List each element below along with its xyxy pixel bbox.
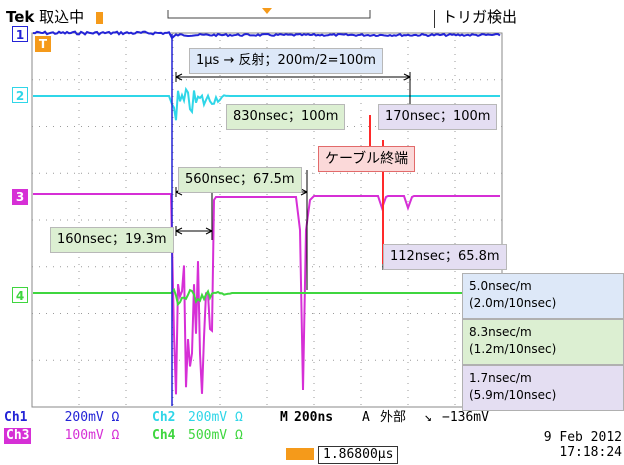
- time-readout: 17:18:24: [559, 445, 622, 460]
- trigger-status: トリガ検出: [442, 8, 518, 26]
- annotation-112nsec: 112nsec；65.8m: [383, 244, 507, 270]
- ch3-waveform: [33, 193, 500, 395]
- header-status: Tek 取込中: [6, 6, 84, 27]
- ch3-scale[interactable]: 100mV Ω: [64, 428, 120, 443]
- acquisition-status: 取込中: [39, 8, 85, 26]
- record-indicator-bracket: [167, 10, 371, 19]
- ch2-scale[interactable]: 200mV Ω: [188, 410, 243, 425]
- ch2-waveform: [33, 86, 500, 121]
- ch1-waveform: [32, 30, 501, 40]
- legend-box-purple: 1.7nsec/m (5.9m/10nsec): [462, 365, 624, 411]
- timebase-value[interactable]: 200ns: [294, 410, 334, 425]
- trigger-position-icon: [286, 448, 314, 460]
- annotation-160nsec: 160nsec；19.3m: [50, 227, 174, 253]
- legend-box-blue: 5.0nsec/m (2.0m/10nsec): [462, 273, 624, 319]
- annotation-170nsec: 170nsec；100m: [378, 104, 498, 130]
- trigger-mode-label: A: [362, 410, 370, 425]
- ch2-marker[interactable]: 2: [12, 87, 28, 103]
- trigger-slope-icon[interactable]: ↘: [424, 410, 432, 425]
- ch3-label[interactable]: Ch3: [4, 428, 32, 444]
- trigger-state-icon: [96, 12, 103, 24]
- trigger-position-marker[interactable]: T: [35, 36, 51, 52]
- reflection-annotation: 1μs → 反射；200m/2=100m: [189, 48, 383, 74]
- trigger-source[interactable]: 外部: [380, 410, 407, 425]
- annotation-830nsec: 830nsec；100m: [226, 104, 346, 130]
- ch3-marker[interactable]: 3: [12, 189, 28, 205]
- ch1-label[interactable]: Ch1: [4, 410, 28, 425]
- brand-logo: Tek: [6, 8, 35, 26]
- annotation-560nsec: 560nsec；67.5m: [178, 167, 302, 193]
- trigger-level[interactable]: −136mV: [442, 410, 489, 425]
- ch1-marker[interactable]: 1: [12, 26, 28, 42]
- ch4-label[interactable]: Ch4: [152, 428, 176, 443]
- date-readout: 9 Feb 2012: [543, 430, 622, 445]
- header-divider: [434, 10, 435, 28]
- ch4-marker[interactable]: 4: [12, 287, 28, 303]
- legend-box-green: 8.3nsec/m (1.2m/10nsec): [462, 319, 624, 365]
- ch4-scale[interactable]: 500mV Ω: [188, 428, 243, 443]
- ch1-scale[interactable]: 200mV Ω: [64, 410, 120, 425]
- record-position-marker: [262, 8, 272, 14]
- timebase-label: M: [280, 410, 288, 425]
- ch4-waveform: [33, 287, 500, 307]
- ch2-label[interactable]: Ch2: [152, 410, 176, 425]
- cable-end-annotation: ケーブル終端: [318, 146, 416, 172]
- trigger-position-readout[interactable]: 1.86800μs: [318, 446, 399, 464]
